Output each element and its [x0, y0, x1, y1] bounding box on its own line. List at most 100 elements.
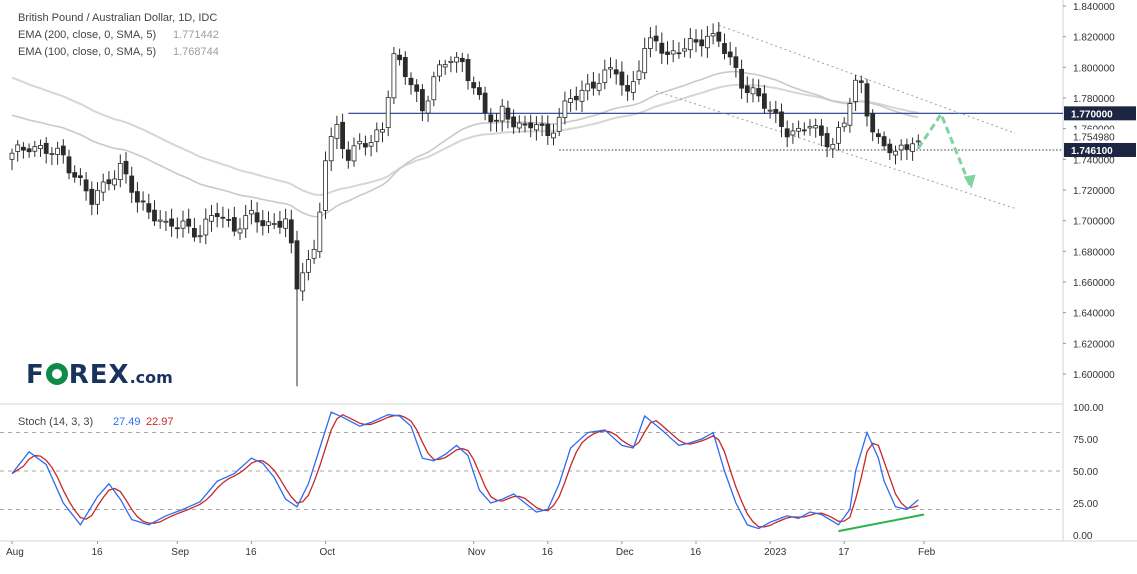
price-label-text: 1.754980	[1073, 132, 1115, 143]
candle-up	[271, 223, 277, 225]
candle-up	[562, 100, 568, 118]
candle-up	[836, 127, 841, 144]
stoch-tick-label: 0.00	[1073, 531, 1093, 542]
candle-up	[915, 140, 921, 143]
ema200-label: EMA (200, close, 0, SMA, 5)	[18, 29, 156, 41]
projection-arrowhead	[963, 174, 976, 189]
candle-up	[910, 143, 915, 152]
stoch-tick-label: 50.00	[1073, 467, 1098, 478]
candle-up	[454, 56, 460, 63]
candle-down	[26, 148, 32, 153]
candle-up	[55, 147, 60, 155]
candle-down	[414, 84, 420, 92]
candle-down	[739, 68, 744, 89]
candle-up	[32, 146, 38, 152]
candle-up	[9, 152, 15, 160]
candle-up	[448, 60, 454, 63]
price-label-text: 1.746100	[1071, 146, 1113, 157]
candle-up	[311, 248, 317, 259]
candle-up	[300, 272, 306, 292]
date-tick-label: 16	[542, 547, 554, 558]
candle-down	[699, 39, 705, 47]
candle-up	[368, 142, 374, 147]
date-tick-label: 2023	[764, 547, 787, 558]
date-tick-label: Aug	[6, 547, 24, 558]
price-tick-label: 1.720000	[1073, 186, 1115, 197]
candle-down	[419, 89, 425, 112]
logo-globe-icon	[45, 363, 68, 385]
grid	[0, 0, 1137, 542]
candle-down	[20, 146, 26, 151]
candle-up	[385, 97, 391, 128]
candle-down	[123, 160, 129, 175]
candle-up	[898, 144, 904, 151]
candle-down	[220, 216, 226, 219]
candle-up	[380, 129, 385, 133]
candle-up	[100, 181, 106, 193]
candle-up	[317, 211, 323, 253]
stoch-k-line	[11, 411, 919, 530]
projection-path	[917, 110, 971, 186]
candle-up	[585, 83, 591, 92]
logo-letters: REX	[68, 360, 130, 390]
date-tick-label: 17	[838, 547, 850, 558]
candle-down	[665, 51, 670, 55]
divergence-line	[838, 513, 925, 533]
candle-down	[72, 172, 78, 178]
candle-down	[465, 59, 471, 82]
candle-down	[722, 43, 727, 54]
candle-up	[283, 218, 289, 229]
candle-down	[619, 71, 625, 86]
candle-up	[579, 89, 585, 102]
date-tick-label: Sep	[171, 547, 189, 558]
candle-down	[60, 145, 66, 156]
candle-down	[881, 136, 887, 147]
date-tick-label: Nov	[468, 547, 486, 558]
candle-down	[402, 57, 408, 78]
candle-down	[824, 133, 830, 148]
stoch-tick-label: 100.00	[1073, 403, 1104, 414]
candle-up	[157, 219, 163, 222]
logo-domain: .com	[129, 368, 173, 387]
candle-up	[648, 37, 653, 49]
candle-down	[801, 129, 807, 132]
candle-down	[186, 218, 192, 227]
candle-down	[858, 80, 864, 83]
price-tick-label: 1.820000	[1073, 33, 1115, 44]
trend-channel	[655, 24, 1016, 209]
candle-down	[134, 191, 140, 203]
price-tick-label: 1.780000	[1073, 94, 1115, 105]
candle-up	[710, 33, 716, 37]
chart-title: British Pound / Australian Dollar, 1D, I…	[18, 12, 217, 24]
candle-down	[288, 219, 294, 244]
price-tick-label: 1.660000	[1073, 278, 1115, 289]
candle-up	[602, 69, 608, 83]
projection-arrow	[917, 110, 976, 189]
price-label-box	[1064, 142, 1136, 157]
candle-down	[870, 113, 876, 133]
candle-down	[459, 58, 465, 63]
candle-down	[106, 179, 112, 185]
candle-down	[733, 56, 739, 68]
candle-up	[568, 98, 573, 103]
candle-up	[767, 109, 773, 112]
price-tick-label: 1.800000	[1073, 63, 1115, 74]
candle-up	[682, 48, 687, 52]
candle-up	[425, 100, 431, 114]
candle-down	[864, 83, 870, 117]
candle-up	[163, 220, 169, 223]
candle-up	[596, 83, 602, 91]
price-label-box	[1064, 106, 1136, 121]
candle-down	[545, 123, 551, 136]
candle-up	[323, 160, 328, 211]
candle-up	[847, 103, 853, 126]
candle-up	[642, 48, 648, 74]
candle-down	[716, 31, 722, 42]
candle-up	[687, 38, 693, 51]
candle-up	[841, 122, 847, 128]
candle-up	[534, 124, 539, 131]
candle-down	[140, 200, 146, 203]
date-tick-label: Oct	[320, 547, 336, 558]
candle-down	[653, 35, 659, 42]
candle-up	[203, 218, 209, 236]
